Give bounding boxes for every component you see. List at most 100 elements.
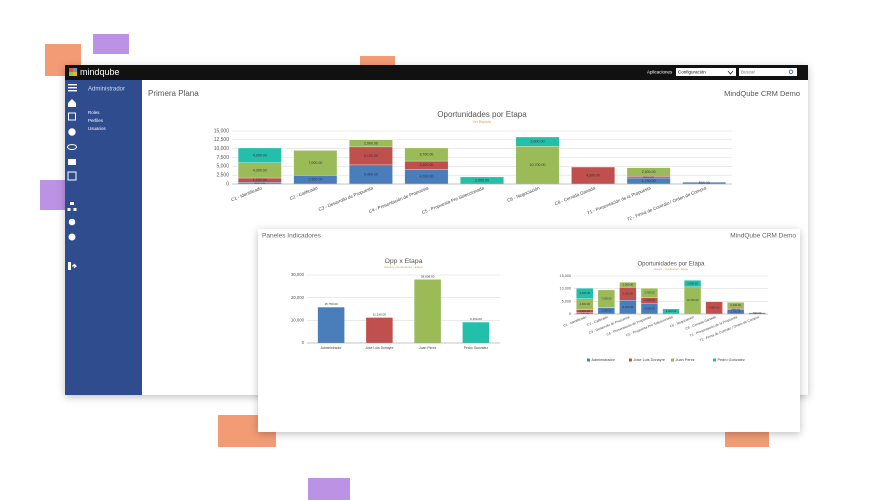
bar-segment (619, 282, 637, 288)
sidebar-icons[interactable] (67, 84, 78, 270)
y-tick-label: 10,000 (291, 317, 305, 322)
menu-item[interactable]: Usuarios (88, 126, 107, 131)
legend-label: Pedro Gonzalez (718, 358, 745, 362)
data-label: 4,800.00 (586, 173, 600, 177)
data-label: 10,700.00 (530, 163, 546, 167)
data-label: 2,400.00 (642, 170, 656, 174)
y-tick-label: 15,000 (560, 274, 571, 278)
y-tick-label: 5,000 (562, 299, 571, 303)
panel (258, 229, 800, 432)
chart-title: Oportunidades por Etapa (637, 262, 705, 268)
search-icon[interactable] (788, 69, 794, 74)
dropdown-arrow (727, 70, 734, 75)
data-label: 4,300.00 (580, 302, 591, 306)
data-label: 5,100.00 (364, 154, 378, 158)
bar-segment (349, 139, 393, 148)
app-name: MindQube CRM Demo (724, 89, 800, 98)
y-tick-label: 15,000 (214, 128, 230, 134)
data-label: 1,700.00 (642, 179, 656, 183)
data-label: 4,200.00 (644, 306, 655, 310)
data-label: 15,750.00 (324, 302, 338, 306)
sidebar-user: Administrador (88, 87, 125, 93)
search-placeholder: Buscar (741, 70, 756, 75)
data-label: 5,400.00 (364, 172, 378, 176)
x-tick-label: Administrador (321, 346, 343, 350)
legend-swatch (671, 358, 674, 362)
data-label: 5,100.00 (623, 292, 634, 296)
apps-value: Configuración (678, 70, 706, 75)
data-label: 1,200.00 (580, 309, 591, 313)
data-label: 4,200.00 (253, 153, 267, 157)
legend-label: Jose Luis Donayre (634, 358, 665, 362)
bar-segment (640, 288, 659, 298)
logo (73, 68, 77, 72)
y-tick-label: 0 (226, 181, 229, 187)
legend-label: Juan Perez (676, 358, 695, 362)
bar-segment (683, 280, 702, 288)
menu-item[interactable]: Perfiles (88, 118, 104, 123)
data-label: 5,400.00 (623, 305, 634, 309)
data-label: 2,000.00 (623, 283, 634, 287)
y-tick-label: 12,500 (214, 137, 230, 143)
data-label: 2,500.00 (601, 309, 612, 313)
legend-swatch (629, 358, 632, 362)
header-bar (65, 65, 808, 80)
data-label: 2,500.00 (308, 178, 322, 182)
data-label: 11,190.00 (373, 312, 387, 316)
data-label: 2,000.00 (364, 141, 378, 145)
bar-segment (597, 289, 615, 308)
y-tick-label: 7,500 (216, 155, 229, 161)
deco (308, 478, 350, 500)
y-tick-label: 0 (569, 312, 571, 316)
data-label: 500.00 (581, 311, 590, 315)
bar-segment (626, 167, 671, 177)
x-tick-label: Pedro Gonzalez (464, 346, 489, 350)
bar (317, 307, 345, 343)
x-tick-label: Juan Perez (419, 346, 436, 350)
data-label: 10,700.00 (687, 298, 699, 302)
data-label: 1,200.00 (253, 178, 267, 182)
data-label: 2,400.00 (730, 303, 741, 307)
bar-segment (237, 147, 282, 163)
data-label: 500.00 (753, 311, 762, 315)
bar (462, 322, 490, 343)
data-label: 500.00 (643, 175, 654, 179)
deco (93, 34, 129, 54)
page-title: Primera Plana (148, 89, 199, 98)
y-tick-label: 10,000 (560, 287, 571, 291)
data-label: 4,800.00 (709, 306, 720, 310)
logo (69, 68, 73, 72)
y-tick-label: 10,000 (214, 146, 230, 152)
logo (69, 72, 73, 76)
chart-subtitle: Equipo - Vendedores - Etapa (384, 265, 422, 269)
data-label: 2,300.00 (419, 163, 433, 167)
data-label: 1,700.00 (730, 310, 741, 314)
y-tick-label: 20,000 (291, 295, 305, 300)
chart-subtitle: Equipo - Vendedores - Etapa (654, 267, 688, 271)
data-label: 2,600.00 (687, 281, 698, 285)
bar-segment (727, 302, 745, 309)
chart-title: Opp x Etapa (385, 258, 423, 265)
data-label: 7,000.00 (308, 161, 322, 165)
legend-swatch (587, 358, 590, 362)
data-label: 3,700.00 (419, 152, 433, 156)
y-tick-label: 0 (302, 340, 305, 345)
search-box[interactable] (739, 68, 797, 76)
data-label: 3,700.00 (644, 291, 655, 295)
data-label: 2,600.00 (531, 140, 545, 144)
bar-segment (293, 150, 338, 176)
legend-label: Administrador (592, 358, 616, 362)
apps-select[interactable] (676, 68, 736, 76)
deco (360, 56, 395, 66)
y-tick-label: 5,000 (216, 164, 229, 170)
apps-label: Aplicaciones (647, 70, 673, 75)
bar-segment (515, 146, 560, 185)
data-label: 500.00 (699, 181, 710, 185)
menu-item[interactable]: Roles (88, 110, 100, 115)
panel-title: Paneles Indicadores (262, 233, 322, 240)
data-label: 4,200.00 (419, 175, 433, 179)
data-label: 2,000.00 (666, 309, 677, 313)
bar (366, 317, 393, 343)
panel-app-name: MindQube CRM Demo (730, 233, 796, 240)
